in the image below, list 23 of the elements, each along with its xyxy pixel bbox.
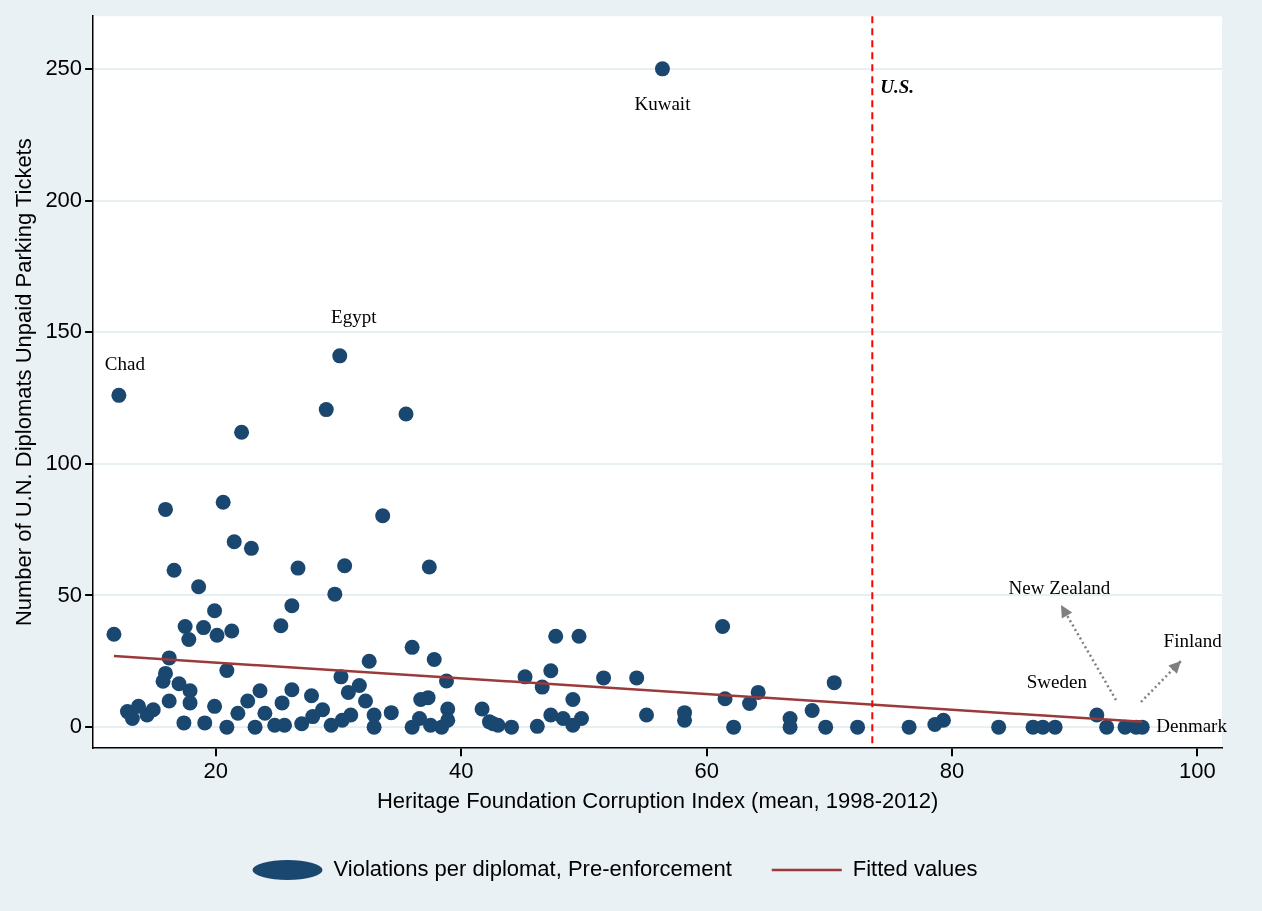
legend-label: Violations per diplomat, Pre-enforcement [333,856,732,882]
x-tick-label: 80 [939,758,965,784]
ref-line-label: U.S. [880,75,915,97]
annotation: Finland [1163,630,1223,652]
x-axis-title: Heritage Foundation Corruption Index (mean, 1998-2012) [376,787,939,813]
annotation: Kuwait [634,92,692,114]
annotation: Sweden [1026,671,1088,693]
y-tick-label: 50 [57,581,83,607]
annotation: Denmark [1156,715,1228,737]
y-tick-label: 100 [45,449,83,475]
annotation: New Zealand [1008,576,1111,598]
annotation: Egypt [331,305,378,327]
y-tick-label: 150 [45,318,83,344]
x-tick-label: 40 [448,758,474,784]
y-tick-label: 200 [45,186,83,212]
x-tick-label: 60 [694,758,719,784]
annotation: Chad [104,353,146,375]
y-tick-label: 250 [45,54,83,80]
x-tick-label: 20 [203,758,229,784]
legend-label: Fitted values [852,856,978,882]
x-tick-label: 100 [1179,758,1216,784]
y-tick-label: 0 [69,713,83,739]
y-axis-title: Number of U.N. Diplomats Unpaid Parking Tickets [11,138,37,627]
